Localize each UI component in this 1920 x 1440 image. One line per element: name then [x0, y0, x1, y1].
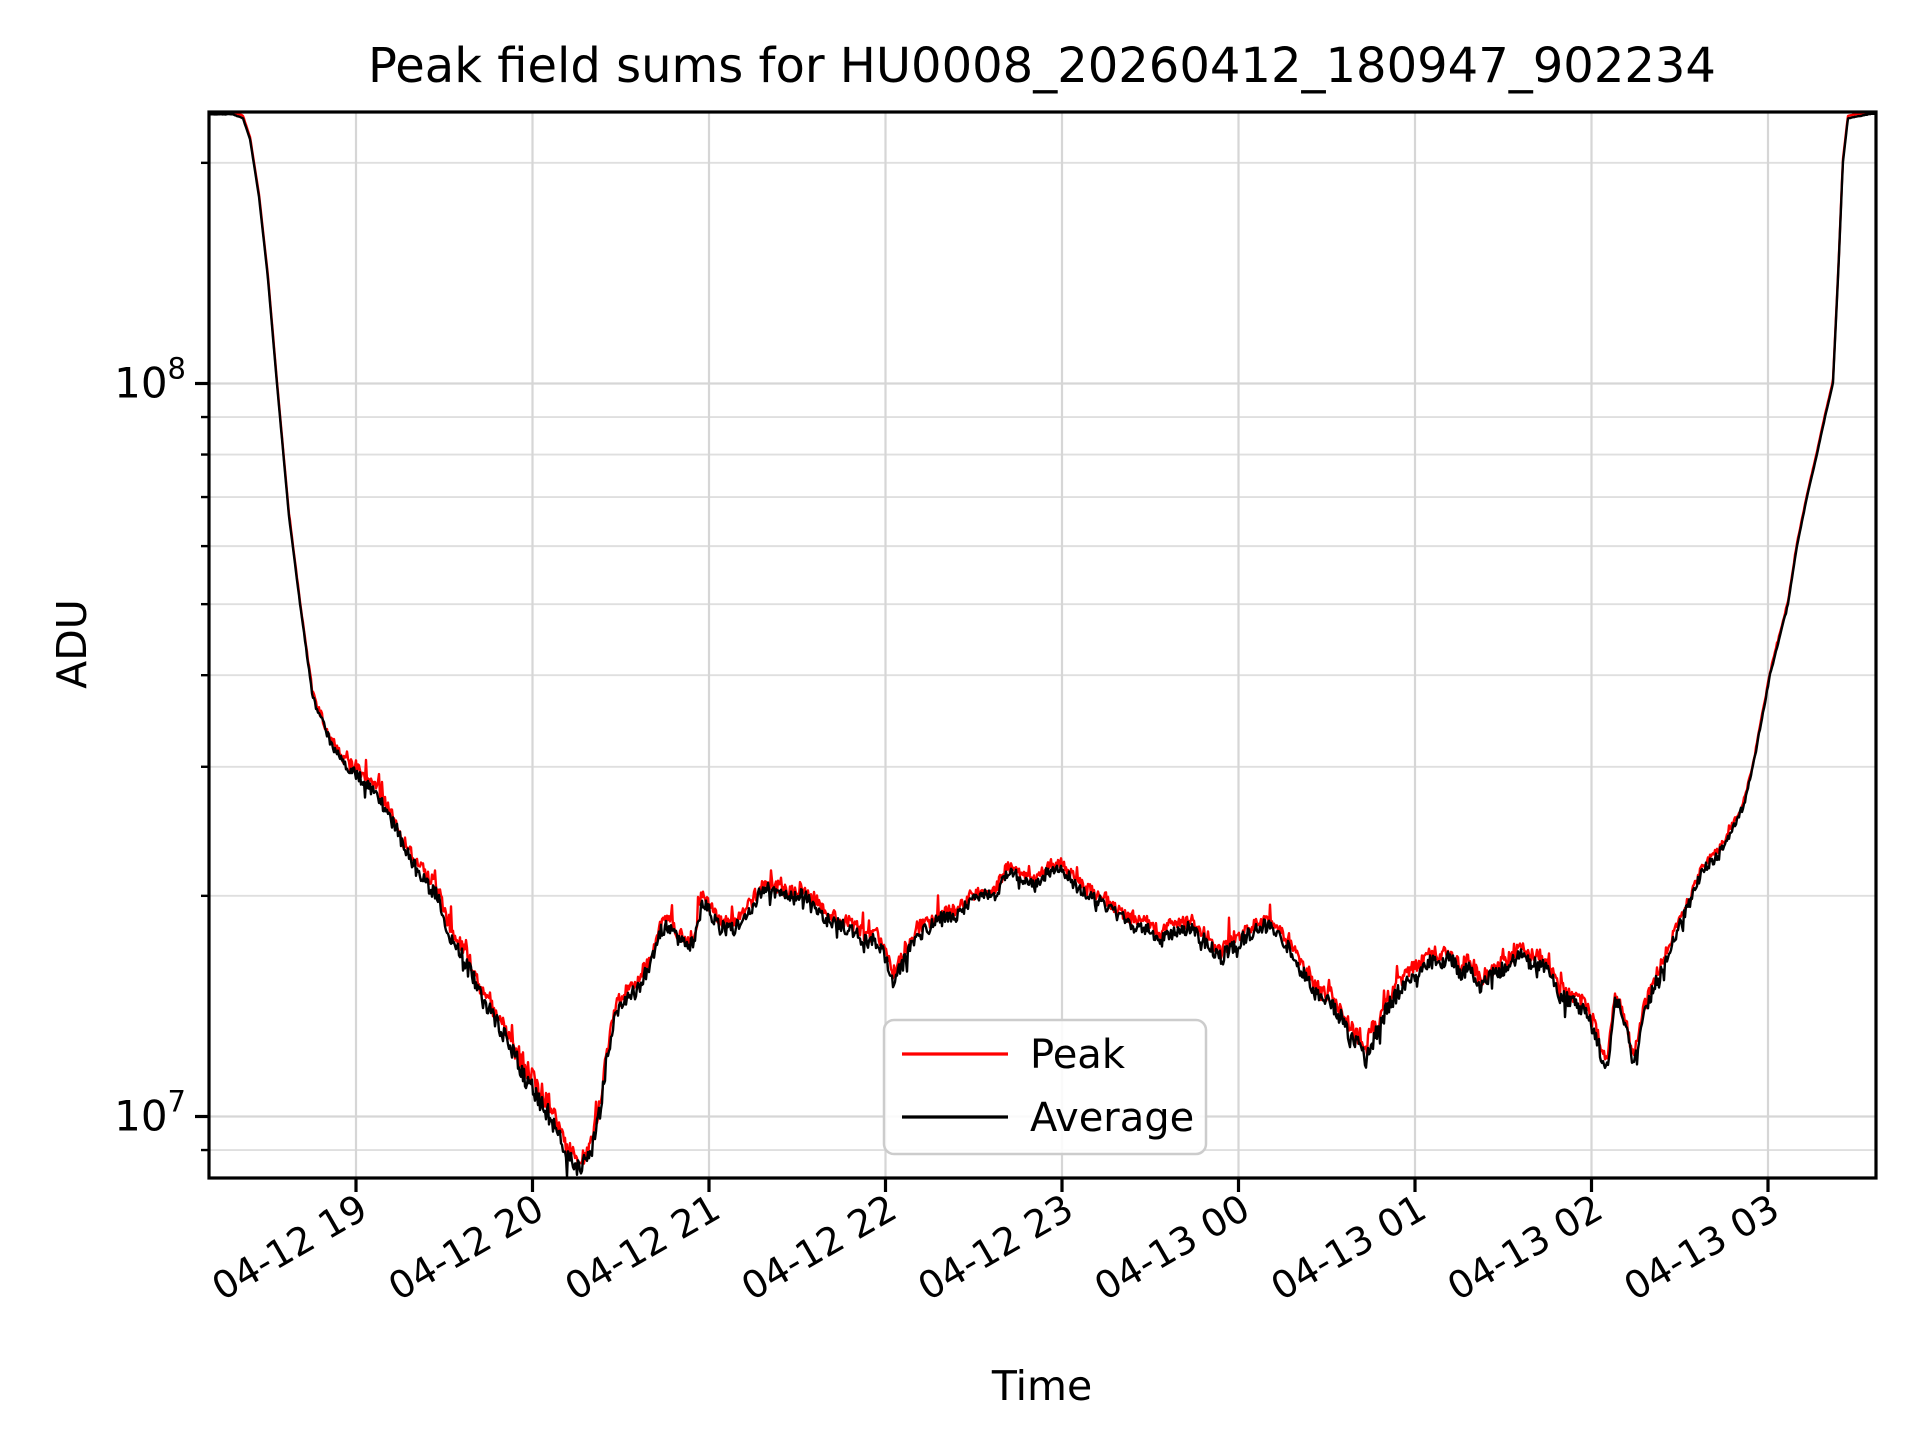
average-series-line: [209, 112, 1876, 1178]
x-tick-label: 04-13 03: [1617, 1186, 1787, 1310]
x-tick-label: 04-13 02: [1440, 1186, 1610, 1310]
legend: Peak Average: [882, 1018, 1208, 1156]
x-tick-label: 04-13 01: [1264, 1186, 1434, 1310]
y-tick-labels: 107 108: [114, 352, 186, 1141]
y-axis-label: ADU: [48, 599, 96, 689]
x-tick-label: 04-13 00: [1087, 1186, 1257, 1310]
grid-minor-lines: [209, 161, 1876, 1151]
x-axis-label: Time: [991, 1362, 1092, 1410]
axes-frame: [207, 110, 1878, 1180]
grid-major-lines: [209, 112, 1876, 1178]
y-tick-label: 108: [114, 352, 186, 408]
x-tick-label: 04-12 23: [911, 1186, 1081, 1310]
peak-series-line: [209, 112, 1876, 1167]
x-tick-label: 04-12 22: [734, 1186, 904, 1310]
y-tick-label: 107: [114, 1085, 186, 1141]
x-tick-label: 04-12 19: [205, 1186, 375, 1310]
legend-label-average: Average: [1030, 1095, 1194, 1141]
chart-title: Peak field sums for HU0008_20260412_1809…: [368, 38, 1716, 94]
series-layer: [209, 112, 1876, 1178]
x-tick-label: 04-12 20: [381, 1186, 551, 1310]
legend-label-peak: Peak: [1030, 1032, 1126, 1078]
x-tick-labels: 04-12 19 04-12 20 04-12 21 04-12 22 04-12 23…: [205, 1186, 1787, 1310]
x-tick-label: 04-12 21: [558, 1186, 728, 1310]
axis-ticks: [195, 161, 1770, 1192]
